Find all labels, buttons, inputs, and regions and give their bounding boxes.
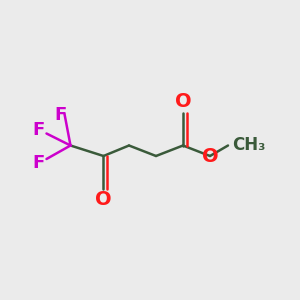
Text: O: O: [175, 92, 191, 111]
Text: CH₃: CH₃: [232, 136, 266, 154]
Text: F: F: [32, 121, 44, 139]
Text: O: O: [95, 190, 112, 209]
Text: O: O: [202, 146, 218, 166]
Text: F: F: [54, 106, 66, 124]
Text: F: F: [32, 154, 44, 172]
